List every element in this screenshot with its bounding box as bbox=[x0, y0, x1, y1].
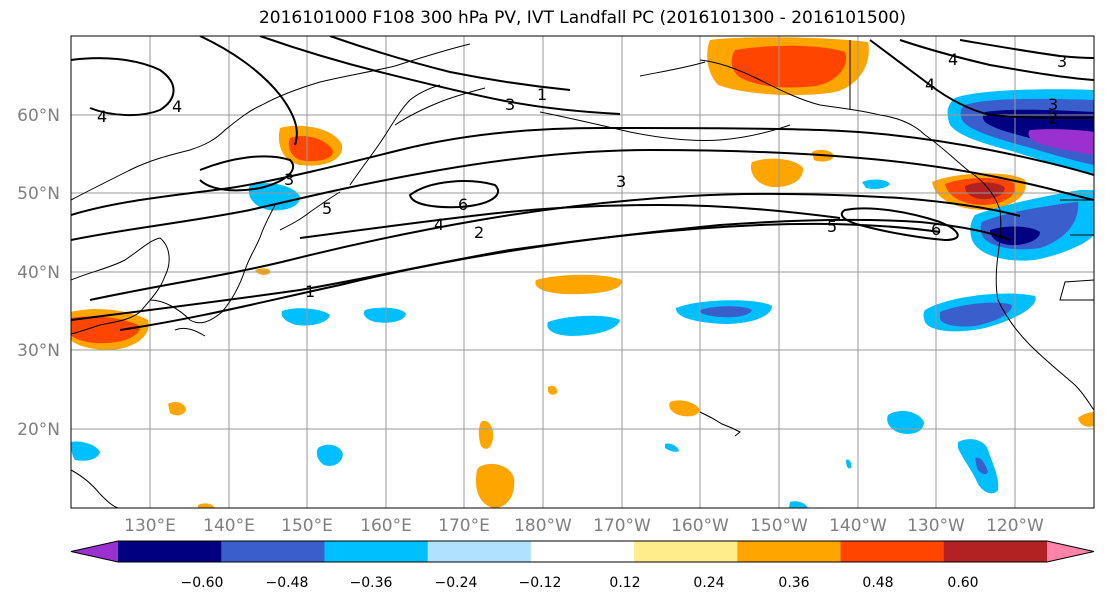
colorbar-segment bbox=[118, 541, 222, 562]
contour-label: 6 bbox=[458, 195, 468, 214]
contour-label: 2 bbox=[1048, 109, 1058, 128]
colorbar-segment bbox=[427, 541, 532, 562]
contour-label: 1 bbox=[305, 282, 315, 301]
colorbar-tick-label: −0.24 bbox=[435, 575, 478, 591]
colorbar-segment bbox=[943, 541, 1048, 562]
lat-label: 50°N bbox=[17, 184, 60, 204]
contour-label: 3 bbox=[1057, 52, 1067, 71]
lon-label: 170°W bbox=[593, 516, 651, 536]
ivt-anomaly-fill bbox=[71, 37, 1094, 508]
colorbar-tick-label: 0.60 bbox=[947, 575, 978, 591]
colorbar-outline bbox=[70, 540, 1095, 563]
lon-label: 140°E bbox=[203, 516, 255, 536]
colorbar-labels: −0.60 −0.48 −0.36 −0.24 −0.12 0.12 0.24 … bbox=[181, 575, 979, 591]
latitude-labels: 60°N 50°N 40°N 30°N 20°N bbox=[17, 106, 60, 440]
contour-label: 4 bbox=[172, 97, 182, 116]
colorbar-tick-label: −0.12 bbox=[519, 575, 562, 591]
contour-label: 2 bbox=[474, 223, 484, 242]
colorbar-segment bbox=[634, 541, 738, 562]
lat-label: 60°N bbox=[17, 106, 60, 126]
colorbar-tick-label: 0.24 bbox=[693, 575, 724, 591]
pv-contours bbox=[71, 36, 1094, 331]
colorbar-tick-label: 0.36 bbox=[778, 575, 809, 591]
colorbar-segment bbox=[530, 541, 635, 562]
lat-label: 40°N bbox=[17, 263, 60, 283]
coastlines bbox=[71, 40, 1094, 508]
map-frame bbox=[70, 35, 1095, 509]
lon-label: 170°E bbox=[438, 516, 490, 536]
colorbar-segment bbox=[737, 541, 842, 562]
lon-label: 150°E bbox=[281, 516, 333, 536]
colorbar-segment bbox=[840, 541, 945, 562]
lon-label: 130°W bbox=[907, 516, 965, 536]
colorbar-tick-label: 0.12 bbox=[609, 575, 640, 591]
contour-label: 5 bbox=[827, 217, 837, 236]
contour-label: 4 bbox=[925, 75, 935, 94]
lat-label: 30°N bbox=[17, 341, 60, 361]
colorbar-extend-low bbox=[71, 541, 118, 562]
contour-label: 4 bbox=[434, 215, 444, 234]
colorbar-tick-label: −0.48 bbox=[266, 575, 309, 591]
contour-label: 3 bbox=[616, 172, 626, 191]
lon-label: 140°W bbox=[829, 516, 887, 536]
longitude-labels: 130°E 140°E 150°E 160°E 170°E 180°W 170°… bbox=[124, 516, 1044, 536]
graticule bbox=[71, 36, 1094, 508]
contour-label: 4 bbox=[97, 107, 107, 126]
contour-labels: 4 4 3 3 1 3 5 6 4 2 1 5 6 4 3 2 4 3 bbox=[97, 50, 1067, 301]
contour-label: 4 bbox=[948, 50, 958, 69]
colorbar-segment bbox=[324, 541, 429, 562]
lon-label: 130°E bbox=[124, 516, 176, 536]
colorbar-tick-label: 0.48 bbox=[862, 575, 893, 591]
contour-label: 3 bbox=[1048, 95, 1058, 114]
contour-label: 3 bbox=[284, 170, 294, 189]
colorbar bbox=[70, 540, 1095, 563]
colorbar-tick-label: −0.60 bbox=[181, 575, 224, 591]
lon-label: 120°W bbox=[986, 516, 1044, 536]
contour-label: 6 bbox=[931, 220, 941, 239]
lon-label: 150°W bbox=[750, 516, 808, 536]
lat-label: 20°N bbox=[17, 420, 60, 440]
colorbar-segment bbox=[221, 541, 325, 562]
lon-label: 180°W bbox=[514, 516, 572, 536]
figure-title: 2016101000 F108 300 hPa PV, IVT Landfall… bbox=[258, 8, 906, 28]
lon-label: 160°W bbox=[671, 516, 729, 536]
lon-label: 160°E bbox=[360, 516, 412, 536]
contour-label: 3 bbox=[505, 95, 515, 114]
contour-label: 5 bbox=[322, 199, 332, 218]
colorbar-tick-label: −0.36 bbox=[350, 575, 393, 591]
colorbar-extend-high bbox=[1047, 541, 1094, 562]
contour-label: 1 bbox=[537, 85, 547, 104]
